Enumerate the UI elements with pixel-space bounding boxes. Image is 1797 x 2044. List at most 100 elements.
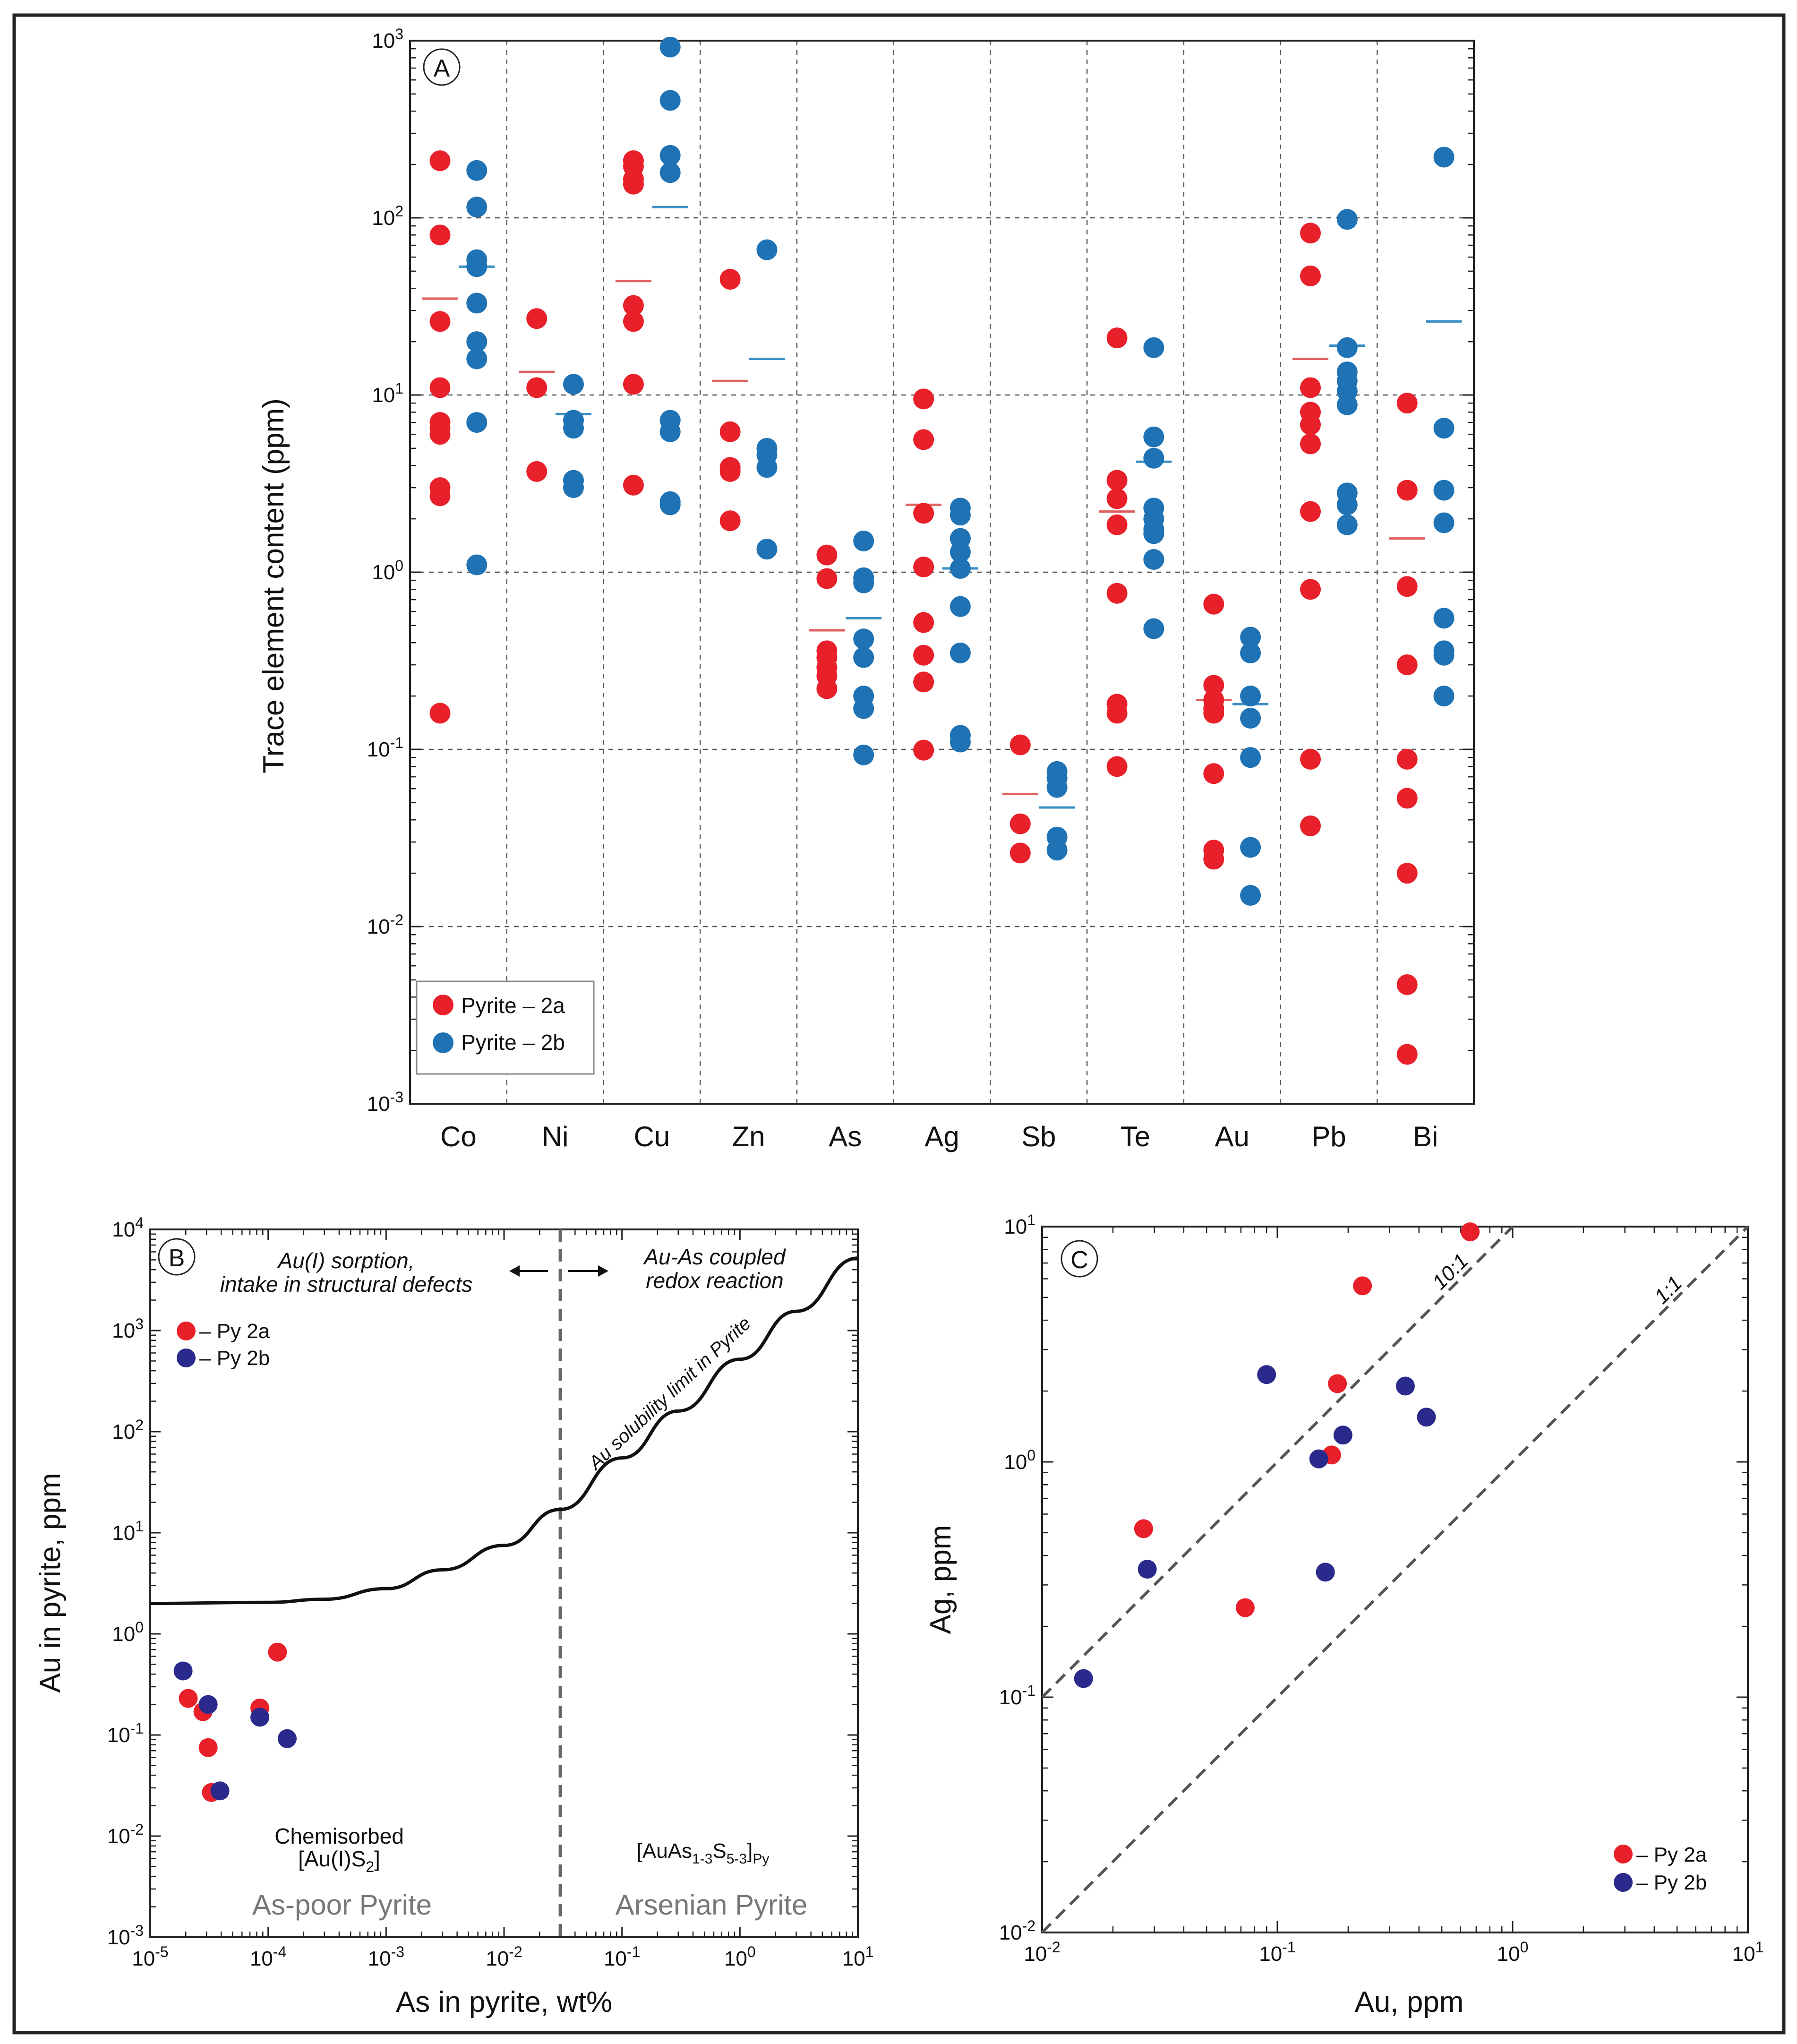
panel-c-point-2b <box>1316 1563 1335 1582</box>
panel-a-point-2b-te <box>1143 426 1164 447</box>
panel-c-ratio-label-10-1: 10:1 <box>1428 1249 1472 1294</box>
panel-a-point-2a-pb <box>1300 433 1321 455</box>
panel-a-point-2b-co <box>466 256 488 277</box>
panel-b-y-tick-label: 10-2 <box>107 1821 144 1848</box>
panel-b-chemisorbed-2: [Au(I)S2] <box>298 1846 380 1875</box>
panel-b-y-tick-label: 101 <box>112 1518 144 1545</box>
panel-b-x-tick-label: 10-5 <box>132 1943 168 1970</box>
panel-a-point-2b-bi <box>1433 608 1455 629</box>
figure-border <box>12 13 1786 2035</box>
panel-b-x-tick-label-base: 10 <box>486 1947 509 1970</box>
panel-b-y-tick-label-base: 10 <box>107 1825 130 1848</box>
panel-b-point-2b <box>277 1729 297 1748</box>
panel-a-point-2b-bi <box>1433 480 1455 501</box>
panel-a-point-2a-zn <box>719 461 741 482</box>
panel-c-point-2a <box>1461 1222 1480 1242</box>
panel-b-y-tick-label-exp: 1 <box>135 1518 144 1535</box>
panel-a-point-2b-ag <box>950 505 971 526</box>
panel-c-point-2b <box>1333 1426 1352 1445</box>
panel-c-x-tick-label: 101 <box>1732 1939 1764 1966</box>
panel-a-point-2a-sb <box>1010 842 1031 864</box>
panel-a-point-2b-au <box>1240 627 1261 648</box>
panel-a-point-2b-co <box>466 348 488 369</box>
panel-c-y-tick-label: 100 <box>1004 1447 1035 1474</box>
panel-a-point-2b-au <box>1240 707 1261 729</box>
panel-a-point-2a-ag <box>913 503 934 524</box>
panel-b-chemisorbed-formula: [Au(I)S <box>298 1846 366 1871</box>
panel-a-point-2b-as <box>853 744 874 765</box>
panel-a-point-2b-te <box>1143 523 1164 544</box>
panel-c-reference-lines <box>1041 1225 1749 1934</box>
panel-b-x-tick-label-base: 10 <box>724 1947 747 1970</box>
panel-a-point-2a-cu <box>623 374 644 395</box>
panel-a-point-2b-zn <box>756 457 778 478</box>
panel-c-x-tick-label-base: 10 <box>1732 1942 1755 1966</box>
panel-b-point-2a <box>198 1738 218 1757</box>
panel-a-point-2a-te <box>1106 514 1128 535</box>
panel-b-x-tick-label-base: 10 <box>842 1947 865 1970</box>
panel-b-ticks <box>149 1228 859 1938</box>
panel-c-y-tick-label-base: 10 <box>999 1921 1022 1944</box>
panel-b-y-tick-label: 103 <box>112 1315 144 1342</box>
panel-a-point-2b-ag <box>950 558 971 579</box>
panel-a-point-2a-pb <box>1300 501 1321 522</box>
panel-a-point-2b-au <box>1240 747 1261 768</box>
panel-a-point-2a-te <box>1106 327 1128 349</box>
panel-a-category-label-as: As <box>829 1121 862 1152</box>
panel-c-point-2a <box>1353 1276 1372 1296</box>
panel-a-point-2b-au <box>1240 642 1261 663</box>
panel-a-point-2a-ni <box>526 461 548 482</box>
panel-a-point-2b-pb <box>1336 394 1358 415</box>
panel-b-y-tick-label-base: 10 <box>112 1218 135 1241</box>
panel-c-frame <box>1041 1226 1749 1933</box>
panel-a-point-2b-ni <box>563 477 584 498</box>
panel-b-y-tick-label-exp: -3 <box>130 1922 144 1939</box>
panel-a-point-2a-pb <box>1300 265 1321 286</box>
panel-c-x-tick-label: 100 <box>1497 1939 1529 1966</box>
panel-a-point-2a-ag <box>913 612 934 633</box>
panel-a-x-labels: Co Ni Cu Zn As Ag Sb Te Au Pb Bi <box>440 1121 1438 1152</box>
panel-c-point-2b <box>1395 1376 1415 1396</box>
panel-a-point-2a-pb <box>1300 414 1321 435</box>
panel-b-x-tick-label: 100 <box>724 1943 756 1970</box>
panel-a-point-2b-as <box>853 530 874 551</box>
panel-a-point-2a-ni <box>526 377 548 398</box>
panel-b-left-heading-1: Au(I) sorption, <box>277 1248 415 1273</box>
panel-b-x-axis-title: As in pyrite, wt% <box>396 1986 612 2018</box>
panel-b-label-circle <box>158 1238 196 1276</box>
panel-a-legend-2a-marker <box>433 995 454 1015</box>
panel-b-point-2b <box>210 1781 230 1801</box>
panel-a-y-tick-label-base: 10 <box>372 384 395 407</box>
panel-a-label-circle <box>423 48 461 86</box>
panel-a-point-2b-bi <box>1433 644 1455 666</box>
panel-b-right-arrow <box>568 1265 608 1277</box>
panel-a-y-tick-label: 10-3 <box>367 1089 403 1116</box>
panel-c-x-tick-label-exp: -2 <box>1047 1939 1060 1956</box>
panel-a-point-2b-sb <box>1046 840 1068 861</box>
panel-a-grid <box>410 41 1474 1104</box>
panel-a-point-2b-pb <box>1336 494 1358 515</box>
panel-b-y-tick-label: 104 <box>112 1214 144 1241</box>
panel-b-y-tick-label-base: 10 <box>112 1623 135 1646</box>
panel-a-point-2a-zn <box>719 510 741 532</box>
panel-b-tick-labels: 10-5 10-4 10-3 10-2 10-1 100 10110-310-210-110… <box>107 1214 874 1970</box>
panel-b-y-tick-label-exp: 4 <box>135 1214 144 1231</box>
panel-b-point-2a <box>179 1689 198 1708</box>
panel-b-y-tick-label: 100 <box>112 1619 144 1646</box>
panel-c-x-tick-label-base: 10 <box>1259 1942 1282 1966</box>
panel-a-point-2a-zn <box>719 421 741 442</box>
panel-a-point-2a-ni <box>526 308 548 329</box>
panel-a-point-2a-as <box>816 544 838 566</box>
panel-a-point-2a-co <box>429 703 451 724</box>
panel-c-ratio-line-10 <box>1041 1225 1514 1699</box>
panel-a-category-label-ag: Ag <box>924 1121 959 1152</box>
panel-a-point-2b-bi <box>1433 686 1455 707</box>
panel-b-y-axis-title: Au in pyrite, ppm <box>34 1473 67 1692</box>
panel-a-point-2a-te <box>1106 488 1128 509</box>
panel-b-y-tick-label-exp: 3 <box>135 1315 144 1332</box>
panel-a-category-label-te: Te <box>1121 1121 1150 1152</box>
panel-c-legend-2b-marker <box>1614 1873 1633 1892</box>
panel-c-point-2a <box>1328 1374 1347 1393</box>
